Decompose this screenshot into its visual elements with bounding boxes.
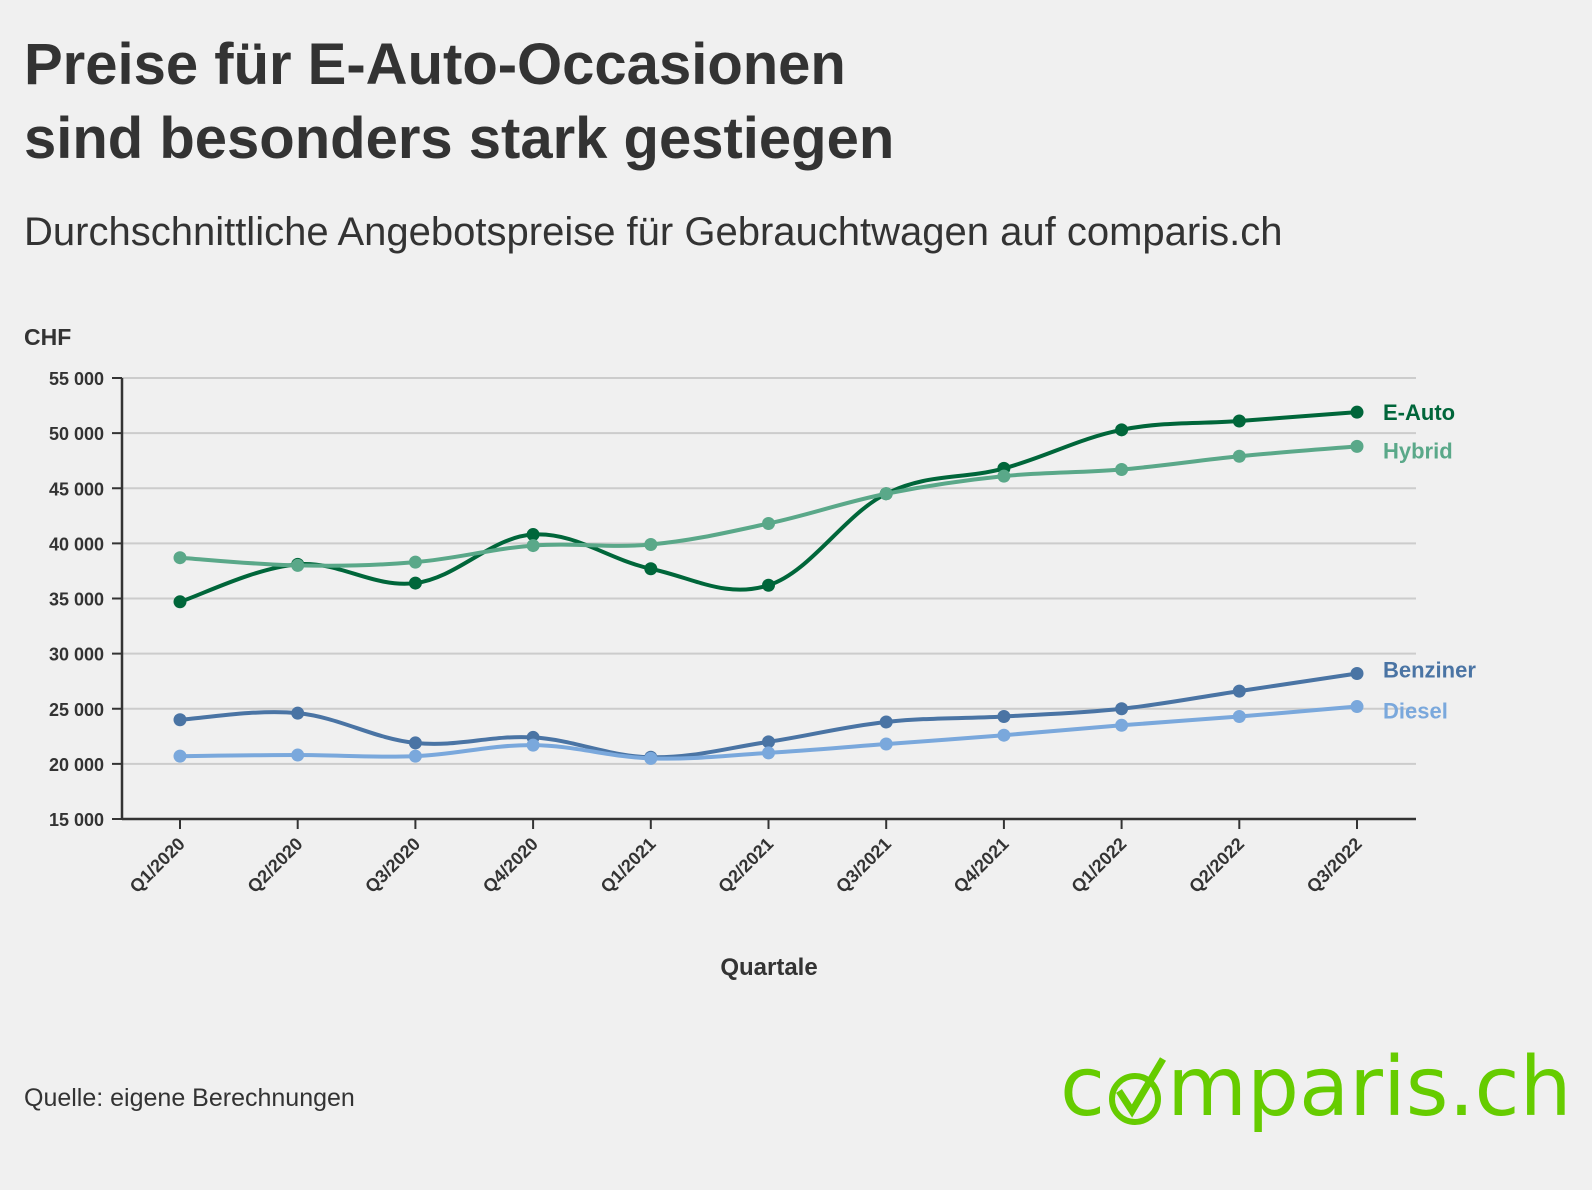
data-point <box>879 715 893 729</box>
data-point <box>1115 718 1129 732</box>
series-line-hybrid <box>179 444 1358 568</box>
comparis-logo: c mparis.ch <box>1060 1040 1572 1135</box>
data-point <box>997 469 1011 483</box>
data-point <box>1350 439 1364 453</box>
data-point <box>762 578 775 592</box>
data-point <box>1232 449 1246 463</box>
y-axis-label: CHF <box>24 324 71 350</box>
data-point <box>1115 423 1129 437</box>
x-tick-label: Q3/2021 <box>832 834 895 897</box>
data-point <box>173 551 187 565</box>
data-point <box>408 736 422 750</box>
x-tick-label: Q3/2020 <box>361 834 424 897</box>
data-point <box>1350 700 1364 714</box>
data-point <box>997 728 1011 742</box>
x-tick-label: Q1/2021 <box>597 834 660 897</box>
x-tick-label: Q2/2022 <box>1185 834 1248 897</box>
data-point <box>173 749 187 763</box>
data-point <box>1350 405 1364 419</box>
data-point <box>408 555 422 569</box>
y-tick-label: 55 000 <box>49 369 104 389</box>
data-point <box>526 738 540 752</box>
title-line-1: Preise für E-Auto-Occasionen <box>24 32 846 97</box>
data-point <box>173 713 187 727</box>
data-point <box>644 751 658 765</box>
data-point <box>1115 463 1129 477</box>
y-tick-label: 45 000 <box>49 479 104 499</box>
data-point <box>1232 709 1246 723</box>
y-tick-label: 30 000 <box>49 645 104 665</box>
data-point <box>173 595 187 609</box>
series-line-e-auto <box>179 410 1358 604</box>
series-label: Diesel <box>1383 699 1448 724</box>
data-point <box>291 706 305 720</box>
series-label: Benziner <box>1383 657 1476 682</box>
data-point <box>526 528 540 542</box>
data-point <box>291 748 305 762</box>
logo-text-left: c <box>1060 1040 1106 1135</box>
data-point <box>762 735 775 749</box>
source-note: Quelle: eigene Berechnungen <box>24 1084 355 1112</box>
series-label: E-Auto <box>1383 400 1455 425</box>
data-point <box>1115 702 1129 716</box>
series-label: Hybrid <box>1383 438 1453 463</box>
data-point <box>879 737 893 751</box>
check-circle-icon <box>1109 1057 1167 1125</box>
logo-text-right: mparis.ch <box>1167 1040 1572 1135</box>
data-point <box>1350 666 1364 680</box>
x-tick-label: Q1/2020 <box>126 834 189 897</box>
data-point <box>762 746 775 760</box>
data-point <box>644 562 658 576</box>
data-point <box>291 558 305 572</box>
data-point <box>1232 414 1246 428</box>
data-point <box>408 576 422 590</box>
y-tick-label: 15 000 <box>49 810 104 830</box>
chart-title: Preise für E-Auto-Occasionen sind besonde… <box>24 28 894 176</box>
x-tick-label: Q1/2022 <box>1067 834 1130 897</box>
y-tick-label: 40 000 <box>49 534 104 554</box>
title-line-2: sind besonders stark gestiegen <box>24 106 895 171</box>
x-tick-label: Q2/2020 <box>244 834 307 897</box>
y-tick-label: 35 000 <box>49 590 104 610</box>
y-tick-label: 50 000 <box>49 424 104 444</box>
x-tick-label: Q2/2021 <box>714 834 777 897</box>
x-tick-label: Q3/2022 <box>1303 834 1366 897</box>
y-tick-label: 25 000 <box>49 700 104 720</box>
data-point <box>762 517 775 531</box>
data-point <box>644 537 658 551</box>
chart-subtitle: Durchschnittliche Angebotspreise für Geb… <box>24 210 1283 254</box>
data-point <box>526 539 540 553</box>
x-axis-label: Quartale <box>720 954 817 981</box>
data-point <box>408 749 422 763</box>
x-tick-label: Q4/2020 <box>479 834 542 897</box>
y-tick-label: 20 000 <box>49 755 104 775</box>
data-point <box>997 709 1011 723</box>
data-point <box>879 487 893 501</box>
x-tick-label: Q4/2021 <box>950 834 1013 897</box>
data-point <box>1232 684 1246 698</box>
